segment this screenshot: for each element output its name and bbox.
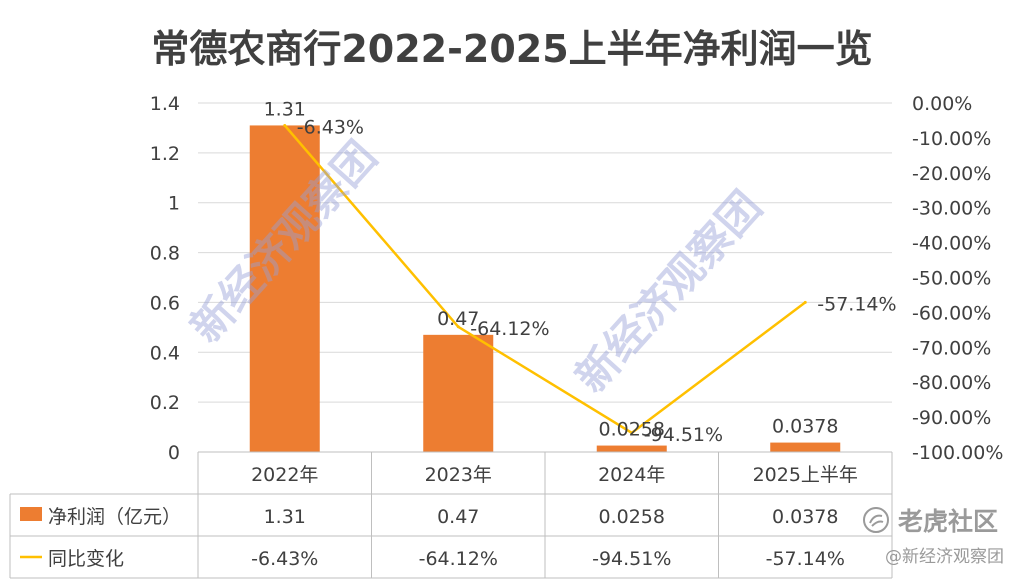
y-right-tick-label: -60.00% [912, 302, 991, 324]
axis-layer: 0 0.2 0.4 0.6 0.8 1 1.2 1.4 0.00% -10.00% -20.00% -… [150, 93, 1004, 464]
bar-data-label: 0.47 [437, 308, 479, 330]
table-value: 0.0258 [599, 506, 665, 528]
line-point [630, 431, 634, 435]
y-right-tick-label: -90.00% [912, 407, 991, 429]
y-left-tick-label: 1.4 [150, 93, 180, 115]
category-label: 2023年 [425, 464, 492, 486]
bar [770, 442, 841, 452]
y-right-tick-label: -80.00% [912, 372, 991, 394]
brand-layer: 老虎社区 @新经济观察团 [863, 507, 1004, 567]
table-value: 0.47 [437, 506, 479, 528]
bar [249, 125, 320, 452]
legend-label: 净利润（亿元） [48, 506, 181, 528]
line-data-label: -57.14% [817, 293, 896, 315]
table-value: 0.0378 [772, 506, 838, 528]
y-left-tick-label: 0 [168, 442, 180, 464]
y-left-tick-label: 1.2 [150, 143, 180, 165]
chart-title: 常德农商行2022-2025上半年净利润一览 [151, 27, 873, 71]
line-point [803, 300, 807, 304]
y-right-tick-label: -20.00% [912, 163, 991, 185]
table-value: -57.14% [766, 548, 845, 570]
brand-account: @新经济观察团 [885, 547, 1004, 567]
y-right-tick-label: -10.00% [912, 128, 991, 150]
watermark-text: 新经济观察团 [566, 182, 771, 402]
bar-data-label: 0.0258 [599, 419, 665, 441]
y-right-tick-label: -50.00% [912, 268, 991, 290]
tiger-logo-icon [863, 507, 889, 533]
line-data-label: -6.43% [297, 116, 364, 138]
y-right-tick-label: 0.00% [912, 93, 972, 115]
y-left-tick-label: 0.6 [150, 292, 180, 314]
line-point [283, 123, 287, 127]
legend-label: 同比变化 [48, 548, 124, 570]
y-right-tick-label: -40.00% [912, 233, 991, 255]
table-value: -6.43% [251, 548, 318, 570]
legend-key-bar [20, 507, 42, 521]
table-value: -94.51% [592, 548, 671, 570]
line-data-label: -94.51% [644, 424, 723, 446]
bar-data-label: 1.31 [264, 98, 306, 120]
line-point [456, 325, 460, 329]
bar-layer [249, 125, 841, 452]
line-series [283, 124, 807, 435]
y-right-tick-label: -30.00% [912, 198, 991, 220]
category-label: 2022年 [251, 464, 318, 486]
table-layer: 2022年 1.31 -6.43% 2023年 0.47 -64.12% 2024年 0.02… [9, 451, 893, 579]
y-right-tick-label: -70.00% [912, 337, 991, 359]
category-label: 2024年 [598, 464, 665, 486]
bar-data-label: 0.0378 [772, 416, 838, 438]
category-label: 2025上半年 [753, 464, 858, 486]
y-left-tick-label: 0.2 [150, 392, 180, 414]
bar [596, 445, 667, 452]
brand-platform: 老虎社区 [898, 507, 998, 536]
line-data-label: -64.12% [470, 318, 549, 340]
label-layer: 1.31 0.47 0.0258 0.0378 -6.43% -64.12% -94.51%… [264, 98, 897, 445]
y-left-tick-label: 0.4 [150, 342, 180, 364]
y-left-tick-label: 0.8 [150, 243, 180, 265]
table-value: -64.12% [419, 548, 498, 570]
table-value: 1.31 [264, 506, 306, 528]
y-right-tick-label: -100.00% [912, 442, 1003, 464]
line-layer [283, 123, 807, 435]
y-left-tick-label: 1 [168, 193, 180, 215]
bar [423, 334, 494, 452]
